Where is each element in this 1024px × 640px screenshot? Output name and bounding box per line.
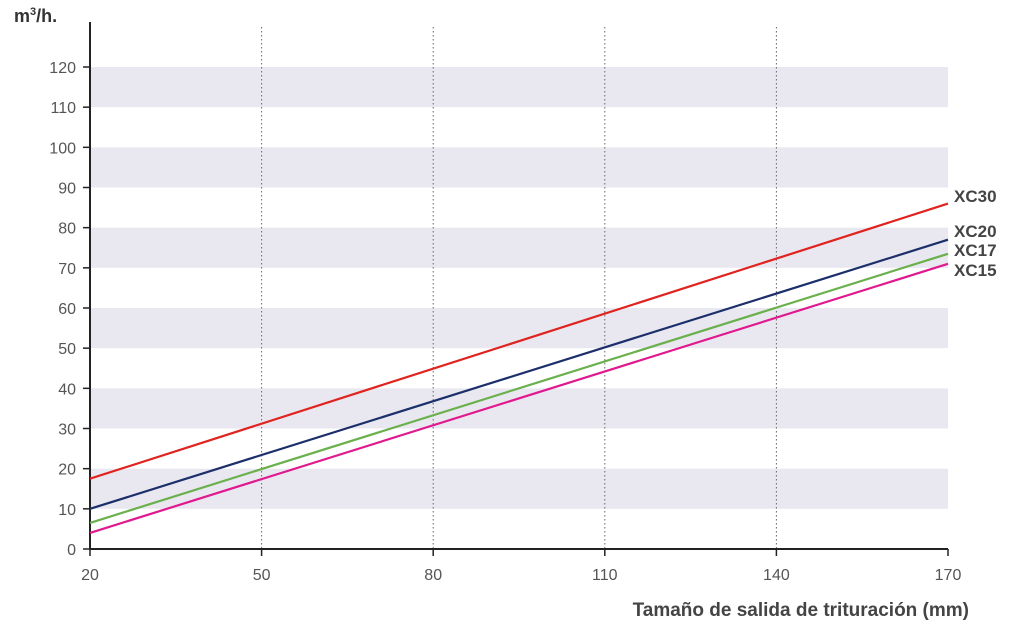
y-tick-label: 100 xyxy=(49,140,76,157)
y-tick-label: 80 xyxy=(58,221,76,238)
grid-band xyxy=(90,147,948,188)
series-label-xc17: XC17 xyxy=(954,241,997,260)
grid-band xyxy=(90,227,948,268)
x-tick-label: 80 xyxy=(424,567,442,584)
x-tick-label: 50 xyxy=(253,567,271,584)
y-tick-label: 90 xyxy=(58,181,76,198)
series-label-xc15: XC15 xyxy=(954,261,997,280)
x-tick-label: 20 xyxy=(81,567,99,584)
y-tick-label: 110 xyxy=(50,100,76,117)
series-line-xc30 xyxy=(89,202,949,480)
series-label-xc20: XC20 xyxy=(954,222,997,241)
x-axis-label: Tamaño de salida de trituración (mm) xyxy=(632,600,969,621)
series-label-xc30: XC30 xyxy=(954,187,997,206)
series-line-xc15 xyxy=(89,262,949,534)
y-axis-label: m3/h. xyxy=(14,6,58,26)
y-tick-label: 0 xyxy=(67,542,76,559)
x-tick-label: 110 xyxy=(592,567,618,584)
series-line-xc20 xyxy=(89,238,949,510)
x-tick-label: 140 xyxy=(763,567,790,584)
grid-band xyxy=(90,388,948,429)
x-tick-label: 170 xyxy=(935,567,962,584)
y-tick-label: 60 xyxy=(58,301,76,318)
y-tick-label: 120 xyxy=(49,60,76,77)
grid-band xyxy=(90,67,948,108)
grid-band xyxy=(90,468,948,509)
y-tick-label: 10 xyxy=(58,502,76,519)
y-tick-label: 70 xyxy=(58,261,76,278)
y-tick-label: 20 xyxy=(58,462,76,479)
y-tick-label: 50 xyxy=(58,341,76,358)
series-line-xc17 xyxy=(89,252,949,524)
y-tick-label: 40 xyxy=(58,381,76,398)
y-tick-label: 30 xyxy=(58,422,76,439)
